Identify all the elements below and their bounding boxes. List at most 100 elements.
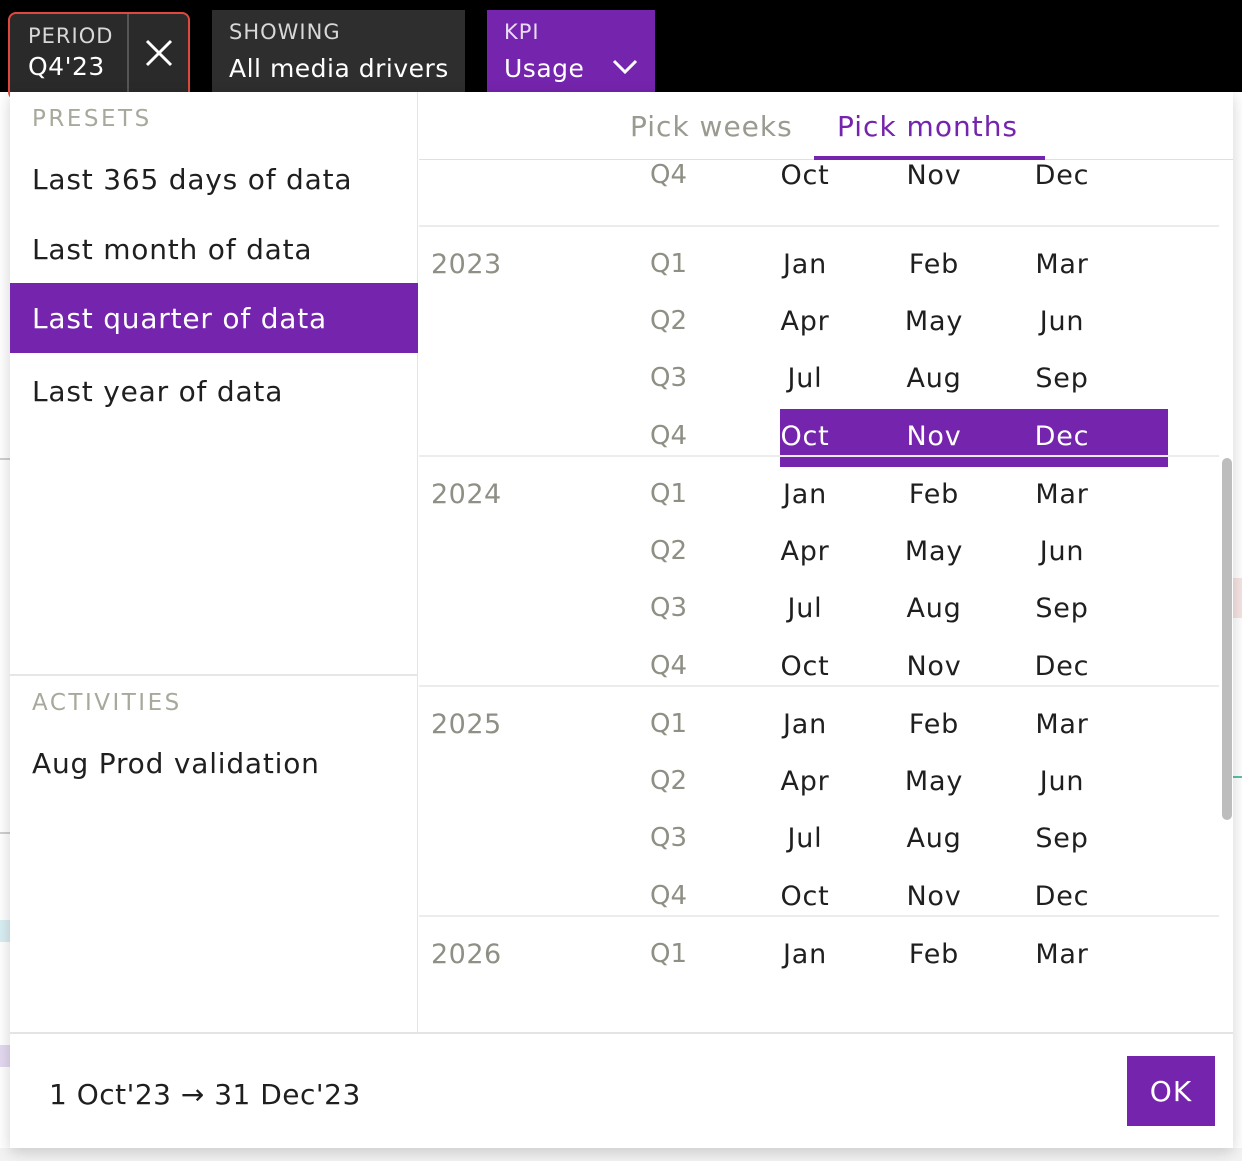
period-filter-chip[interactable]: PERIOD Q4'23 bbox=[8, 12, 190, 100]
scrollbar-thumb[interactable] bbox=[1222, 458, 1232, 820]
month-cell[interactable]: Oct bbox=[780, 160, 830, 191]
preset-last-year[interactable]: Last year of data bbox=[32, 374, 284, 408]
quarter-label: Q2 bbox=[650, 305, 688, 336]
month-cell[interactable]: Mar bbox=[1035, 708, 1089, 740]
selected-quarter-highlight bbox=[780, 408, 1168, 467]
month-cell[interactable]: Apr bbox=[780, 765, 830, 797]
quarter-label: Q4 bbox=[650, 160, 688, 190]
month-cell[interactable]: Oct bbox=[780, 880, 830, 912]
section-divider bbox=[10, 674, 418, 676]
year-label-2026: 2026 bbox=[431, 938, 502, 970]
background-divider bbox=[0, 832, 10, 834]
quarter-label: Q1 bbox=[650, 708, 688, 739]
period-value: Q4'23 bbox=[28, 52, 105, 81]
preset-last-365-days[interactable]: Last 365 days of data bbox=[32, 162, 353, 196]
preset-last-quarter[interactable]: Last quarter of data bbox=[10, 283, 418, 353]
selected-range-text: 1 Oct'23 → 31 Dec'23 bbox=[49, 1078, 361, 1111]
month-picker-column: Pick weeks Pick months Q4 Oct Nov Dec 2023 Q1… bbox=[419, 92, 1233, 1032]
quarter-label: Q3 bbox=[650, 823, 688, 854]
tab-pick-months[interactable]: Pick months bbox=[837, 110, 1019, 143]
month-cell[interactable]: Feb bbox=[908, 708, 960, 740]
month-cell[interactable]: Mar bbox=[1035, 938, 1089, 970]
picker-tabs: Pick weeks Pick months bbox=[419, 92, 1233, 160]
chevron-down-icon bbox=[612, 59, 638, 75]
active-tab-indicator bbox=[814, 156, 1045, 160]
month-cell[interactable]: Nov bbox=[906, 420, 962, 452]
month-cell[interactable]: Jan bbox=[782, 478, 828, 510]
month-cell[interactable]: Nov bbox=[906, 160, 962, 191]
presets-column: PRESETS Last 365 days of data Last month… bbox=[10, 92, 418, 1032]
quarter-label: Q3 bbox=[650, 593, 688, 624]
background-line bbox=[1233, 776, 1242, 778]
month-cell[interactable]: May bbox=[904, 765, 964, 797]
kpi-dropdown[interactable]: KPI Usage bbox=[487, 10, 655, 92]
month-cell[interactable]: Feb bbox=[908, 938, 960, 970]
month-cell[interactable]: Aug bbox=[906, 363, 962, 395]
scrollbar[interactable] bbox=[1219, 160, 1233, 1032]
background-bar bbox=[0, 920, 10, 942]
month-cell[interactable]: Jan bbox=[782, 708, 828, 740]
picker-footer: 1 Oct'23 → 31 Dec'23 OK bbox=[10, 1032, 1233, 1148]
month-cell[interactable]: Nov bbox=[906, 880, 962, 912]
preset-last-month[interactable]: Last month of data bbox=[32, 232, 313, 266]
month-cell[interactable]: Dec bbox=[1034, 650, 1090, 682]
month-cell[interactable]: Oct bbox=[780, 420, 830, 452]
month-cell[interactable]: Dec bbox=[1034, 160, 1090, 191]
quarter-label: Q3 bbox=[650, 363, 688, 394]
month-cell[interactable]: Jul bbox=[787, 593, 823, 625]
quarter-label: Q4 bbox=[650, 880, 688, 911]
showing-value: All media drivers bbox=[229, 54, 449, 83]
month-cell[interactable]: May bbox=[904, 305, 964, 337]
month-cell[interactable]: Aug bbox=[906, 593, 962, 625]
quarter-label: Q4 bbox=[650, 650, 688, 681]
presets-title: PRESETS bbox=[32, 106, 152, 132]
month-cell[interactable]: Apr bbox=[780, 305, 830, 337]
background-bar bbox=[1233, 578, 1242, 618]
month-cell[interactable]: Jan bbox=[782, 248, 828, 280]
period-picker-panel: PRESETS Last 365 days of data Last month… bbox=[10, 92, 1233, 1148]
month-cell[interactable]: Apr bbox=[780, 535, 830, 567]
quarter-label: Q1 bbox=[650, 478, 688, 509]
quarter-label: Q2 bbox=[650, 535, 688, 566]
background-bar bbox=[0, 1045, 10, 1067]
month-cell[interactable]: Dec bbox=[1034, 420, 1090, 452]
month-cell[interactable]: Sep bbox=[1035, 823, 1089, 855]
month-cell[interactable]: Sep bbox=[1035, 593, 1089, 625]
month-grid[interactable]: Q4 Oct Nov Dec 2023 Q1 Jan Feb Mar Q2 Apr May Jun Q3 J… bbox=[419, 160, 1219, 1032]
month-cell[interactable]: Mar bbox=[1035, 478, 1089, 510]
month-cell[interactable]: Jun bbox=[1039, 765, 1085, 797]
quarter-label: Q2 bbox=[650, 765, 688, 796]
month-cell[interactable]: Sep bbox=[1035, 363, 1089, 395]
top-filter-bar: PERIOD Q4'23 SHOWING All media drivers K… bbox=[0, 0, 1242, 100]
tab-pick-weeks[interactable]: Pick weeks bbox=[630, 110, 793, 143]
month-cell[interactable]: May bbox=[904, 535, 964, 567]
showing-filter-chip[interactable]: SHOWING All media drivers bbox=[212, 10, 465, 92]
month-cell[interactable]: Jun bbox=[1039, 535, 1085, 567]
month-cell[interactable]: Jun bbox=[1039, 305, 1085, 337]
month-cell[interactable]: Jan bbox=[782, 938, 828, 970]
month-cell[interactable]: Jul bbox=[787, 363, 823, 395]
year-label-2025: 2025 bbox=[431, 708, 502, 740]
showing-label: SHOWING bbox=[229, 20, 341, 44]
month-cell[interactable]: Jul bbox=[787, 823, 823, 855]
period-divider bbox=[127, 14, 129, 92]
month-cell[interactable]: Feb bbox=[908, 248, 960, 280]
activity-aug-prod-validation[interactable]: Aug Prod validation bbox=[32, 746, 320, 780]
month-cell[interactable]: Feb bbox=[908, 478, 960, 510]
year-label-2024: 2024 bbox=[431, 478, 502, 510]
close-icon bbox=[145, 39, 173, 67]
month-cell[interactable]: Oct bbox=[780, 650, 830, 682]
year-label-2023: 2023 bbox=[431, 248, 502, 280]
quarter-label: Q1 bbox=[650, 248, 688, 279]
quarter-label: Q1 bbox=[650, 938, 688, 969]
clear-period-button[interactable] bbox=[130, 14, 188, 92]
ok-button[interactable]: OK bbox=[1127, 1056, 1215, 1126]
month-cell[interactable]: Dec bbox=[1034, 880, 1090, 912]
month-cell[interactable]: Nov bbox=[906, 650, 962, 682]
year-separator bbox=[419, 224, 1219, 227]
activities-title: ACTIVITIES bbox=[32, 690, 182, 716]
year-separator bbox=[419, 684, 1219, 687]
month-cell[interactable]: Mar bbox=[1035, 248, 1089, 280]
background-row bbox=[0, 1148, 1242, 1161]
month-cell[interactable]: Aug bbox=[906, 823, 962, 855]
